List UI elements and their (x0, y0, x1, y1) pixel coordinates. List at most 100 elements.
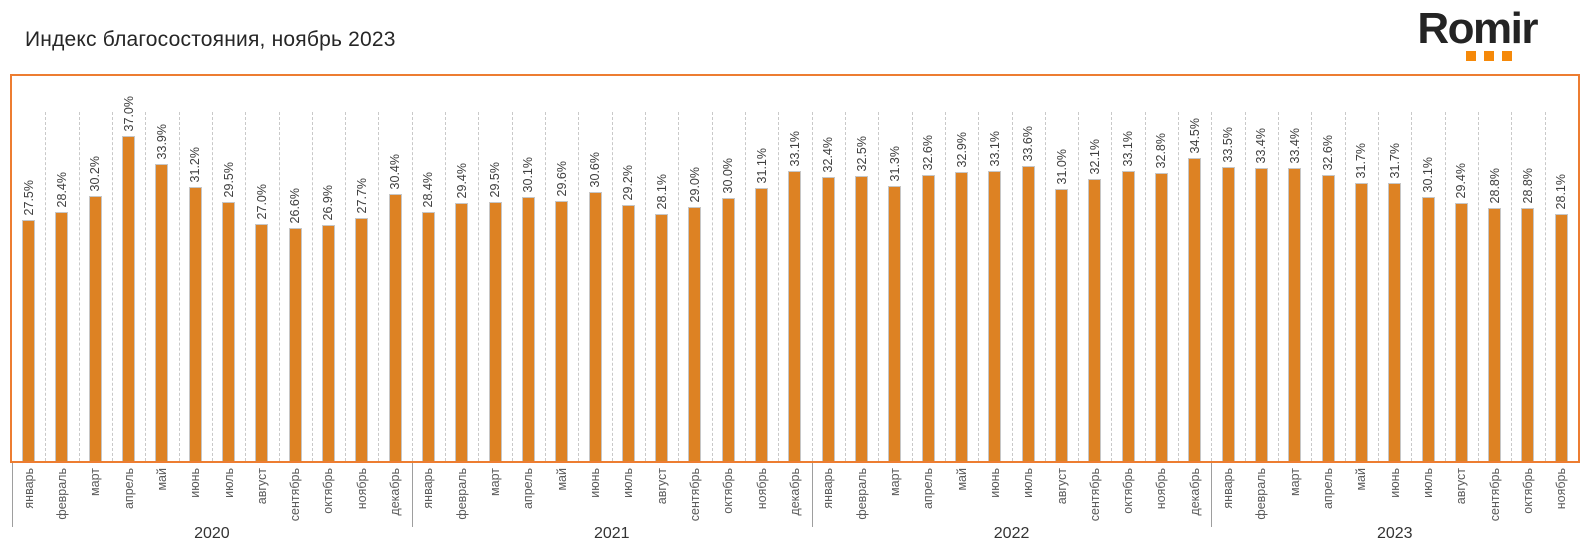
month-label: октябрь (1121, 468, 1136, 514)
bar-cell: 28.1% (1545, 76, 1578, 461)
bar-value-label: 29.2% (621, 164, 636, 200)
bar-cell: 29.0% (678, 76, 713, 461)
bar-cell: 29.2% (612, 76, 647, 461)
month-label: ноябрь (1554, 468, 1569, 510)
bar (1254, 168, 1268, 461)
year-separator (12, 463, 13, 527)
month-cell: ноябрь (1545, 463, 1578, 527)
bar-value-label: 26.9% (321, 184, 336, 220)
month-cell: ноябрь (745, 463, 778, 527)
bar-value-label: 28.4% (54, 171, 69, 207)
month-cell: февраль (1245, 463, 1278, 527)
month-label: апрель (921, 468, 936, 510)
bar (921, 175, 935, 461)
logo-square-icon (1466, 51, 1477, 61)
x-axis: январь февраль март апрель май июнь июль август… (10, 463, 1580, 543)
month-label: декабрь (1187, 468, 1202, 516)
bar-value-label: 27.5% (21, 179, 36, 215)
bar-cell: 29.6% (545, 76, 580, 461)
month-label: сентябрь (1487, 468, 1502, 522)
month-label: март (88, 468, 103, 496)
bar-cell: 31.1% (745, 76, 780, 461)
bar (1121, 171, 1135, 461)
bar-value-label: 30.0% (721, 157, 736, 193)
bar-value-label: 31.7% (1387, 142, 1402, 178)
bar-cell: 31.7% (1378, 76, 1413, 461)
bar-cell: 32.6% (1311, 76, 1346, 461)
month-label: февраль (1254, 468, 1269, 520)
month-label: январь (821, 468, 836, 509)
bar-cell: 33.4% (1245, 76, 1280, 461)
bar-cell: 31.0% (1045, 76, 1080, 461)
bar-value-label: 30.4% (388, 153, 403, 189)
year-separator (411, 463, 413, 527)
month-cell: январь (412, 463, 445, 527)
bar-value-label: 31.0% (1054, 148, 1069, 184)
bar (755, 188, 769, 461)
month-cell: апрель (512, 463, 545, 527)
bar (22, 220, 36, 461)
bar (455, 203, 469, 461)
month-cell: август (1045, 463, 1078, 527)
bar-value-label: 32.8% (1154, 132, 1169, 168)
month-cell: март (1278, 463, 1311, 527)
month-cell: июль (212, 463, 245, 527)
month-label: апрель (521, 468, 536, 510)
bar-value-label: 30.2% (88, 155, 103, 191)
month-label: июнь (1387, 468, 1402, 498)
bar-value-label: 29.5% (221, 161, 236, 197)
bar-cell: 28.8% (1478, 76, 1513, 461)
bar-cell: 28.4% (45, 76, 80, 461)
month-label: сентябрь (288, 468, 303, 522)
months-row: январь февраль март апрель май июнь июль август… (812, 463, 1212, 527)
bar-cell: 30.4% (378, 76, 413, 461)
bar (155, 164, 169, 461)
month-label: март (488, 468, 503, 496)
bar-cell: 26.6% (279, 76, 313, 461)
bar (55, 212, 69, 461)
bar (321, 225, 335, 461)
bar-value-label: 33.1% (787, 130, 802, 166)
months-row: январь февраль март апрель май июнь июль август… (412, 463, 812, 527)
bar-value-label: 31.7% (1354, 142, 1369, 178)
month-cell: март (878, 463, 911, 527)
plot-year-group-2023: 33.5% 33.4% 33.4% 32.6% 31.7% 31.7% 30.1% 29.4%… (1211, 76, 1578, 461)
month-cell: август (245, 463, 278, 527)
month-label: январь (1221, 468, 1236, 509)
bar-value-label: 32.1% (1087, 138, 1102, 174)
year-label: 2022 (993, 525, 1030, 542)
bar (1088, 179, 1102, 461)
bar (222, 202, 236, 461)
bar (388, 194, 402, 461)
bar (188, 187, 202, 461)
bar-value-label: 31.2% (188, 146, 203, 182)
year-label: 2021 (593, 525, 630, 542)
bar-value-label: 27.7% (354, 177, 369, 213)
month-cell: январь (12, 463, 45, 527)
month-label: май (1354, 468, 1369, 491)
bar (1354, 183, 1368, 461)
axis-year-group-2022: январь февраль март апрель май июнь июль август… (811, 463, 1212, 543)
logo-square-icon (1502, 51, 1513, 61)
month-cell: ноябрь (1145, 463, 1178, 527)
month-cell: июль (1411, 463, 1444, 527)
bar-cell: 31.2% (179, 76, 213, 461)
month-cell: сентябрь (279, 463, 312, 527)
bar-cell: 28.4% (412, 76, 447, 461)
month-cell: май (145, 463, 178, 527)
bar (1421, 197, 1435, 461)
month-label: март (887, 468, 902, 496)
bar-value-label: 33.1% (1121, 130, 1136, 166)
page-title: Индекс благосостояния, ноябрь 2023 (25, 28, 396, 51)
month-label: февраль (54, 468, 69, 520)
month-label: ноябрь (1154, 468, 1169, 510)
bar (88, 196, 102, 461)
month-cell: декабрь (778, 463, 811, 527)
bar-cell: 33.1% (778, 76, 813, 461)
month-label: май (954, 468, 969, 491)
year-separator (1211, 463, 1213, 527)
bar (721, 198, 735, 461)
bar-value-label: 29.6% (554, 160, 569, 196)
month-label: сентябрь (1087, 468, 1102, 522)
axis-year-group-2021: январь февраль март апрель май июнь июль август… (411, 463, 812, 543)
